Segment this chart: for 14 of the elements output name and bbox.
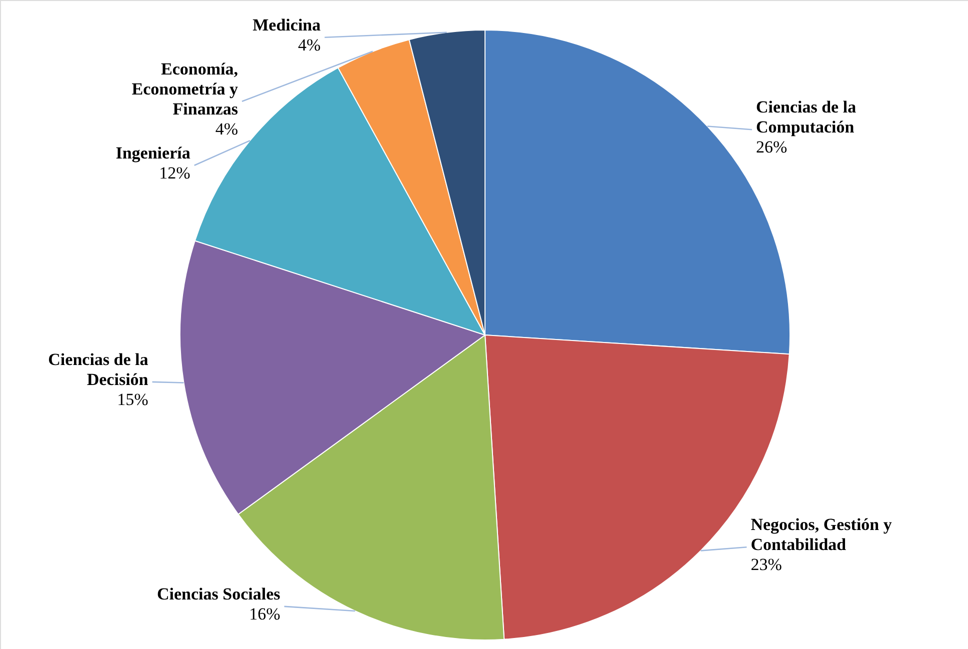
data-label: 23% [750, 555, 782, 574]
slice-label: Ciencias de la Computación [756, 98, 857, 137]
slice-label: Economía, Econometría y Finanzas [132, 59, 238, 118]
slice-label: Ingeniería [116, 143, 191, 162]
slice-label: Ciencias de la Decisión [48, 350, 149, 389]
data-label: 12% [159, 163, 190, 182]
data-label: 4% [215, 119, 238, 138]
data-label: 15% [117, 390, 148, 409]
slice-label: Ciencias Sociales [157, 584, 281, 604]
data-label: 4% [298, 35, 321, 54]
data-label: 26% [756, 138, 788, 157]
slice-label: Negocios, Gestión y Contabilidad [750, 515, 892, 554]
data-label: 16% [249, 604, 280, 624]
slice-label: Medicina [252, 15, 322, 34]
